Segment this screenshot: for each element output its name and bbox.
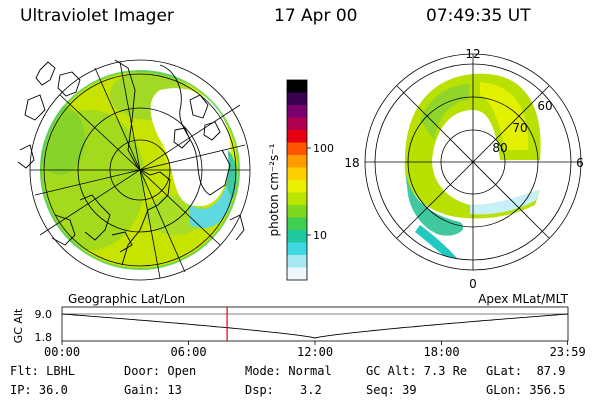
color-bar-cell <box>287 230 307 243</box>
altitude-timeline: 9.0 1.8 GC Alt <box>12 306 569 345</box>
gc-alt-info: GC Alt: 7.3 Re <box>366 364 468 378</box>
mlat-label-60: 60 <box>537 99 552 113</box>
filter-info: Flt: LBHL <box>10 364 76 378</box>
glon-info: GLon: 356.5 <box>486 383 566 397</box>
geographic-map <box>17 59 251 281</box>
x-tick-label: 18:00 <box>423 345 460 359</box>
time-label: 07:49:35 UT <box>426 6 531 26</box>
color-bar-cell <box>287 205 307 218</box>
y-label-top: 9.0 <box>35 308 53 321</box>
color-bar-cell <box>287 142 307 156</box>
tick-label-100: 100 <box>313 142 334 155</box>
color-bar-cell <box>287 192 307 206</box>
x-tick-label: 00:00 <box>44 345 81 359</box>
gain-info: Gain: 13 <box>124 383 182 397</box>
aurora-image-right <box>404 73 541 260</box>
color-scale-bar: 100 10 photon cm⁻²s⁻¹ <box>267 79 334 281</box>
color-bar-cell <box>287 155 307 168</box>
seq-info: Seq: 39 <box>366 383 417 397</box>
meridian-lines <box>30 61 250 279</box>
coastlines <box>17 59 245 266</box>
x-tick-label: 06:00 <box>170 345 207 359</box>
mlt-label-12: 12 <box>465 47 480 61</box>
ip-info: IP: 36.0 <box>10 383 68 397</box>
magnetic-map: 12 18 6 0 60 70 80 <box>344 47 583 291</box>
x-tick-marks <box>61 341 568 345</box>
color-bar-cell <box>287 80 307 93</box>
mlat-label-70: 70 <box>512 121 527 135</box>
y-label-bottom: 1.8 <box>35 331 53 344</box>
altitude-curve <box>61 313 569 339</box>
timeline-frame <box>61 306 569 342</box>
dsp-label: Dsp: <box>245 383 274 397</box>
mlt-label-18: 18 <box>344 156 359 170</box>
dsp-value: 3.2 <box>300 383 322 397</box>
y-axis-label: GC Alt <box>12 308 25 343</box>
color-bar-cell <box>287 180 307 193</box>
mlat-label-80: 80 <box>492 141 507 155</box>
color-bar-cell <box>287 255 307 268</box>
mlt-label-6: 6 <box>576 156 584 170</box>
left-map-title: Geographic Lat/Lon <box>68 292 185 306</box>
right-map-title: Apex MLat/MLT <box>478 292 568 306</box>
door-info: Door: Open <box>124 364 197 378</box>
color-bar-cell <box>287 167 307 181</box>
unit-label: photon cm⁻²s⁻¹ <box>267 143 281 236</box>
mlt-label-0: 0 <box>469 277 477 291</box>
color-bar-cell <box>287 242 307 256</box>
mode-info: Mode: Normal <box>245 364 332 378</box>
tick-label-10: 10 <box>313 229 327 242</box>
color-bar-cell <box>287 92 307 106</box>
instrument-title: Ultraviolet Imager <box>20 6 174 26</box>
color-bar-frame <box>286 79 308 281</box>
x-tick-label: 23:59 <box>549 345 586 359</box>
color-bar-cell <box>287 217 307 231</box>
x-tick-label: 12:00 <box>297 345 334 359</box>
color-bar-cell <box>287 105 307 118</box>
mlt-spokes <box>365 54 581 270</box>
color-bar-cell <box>287 117 307 131</box>
glat-info: GLat: 87.9 <box>486 364 566 378</box>
date-label: 17 Apr 00 <box>274 6 358 26</box>
color-bar-cell <box>287 130 307 143</box>
color-bar-cell <box>287 267 307 281</box>
